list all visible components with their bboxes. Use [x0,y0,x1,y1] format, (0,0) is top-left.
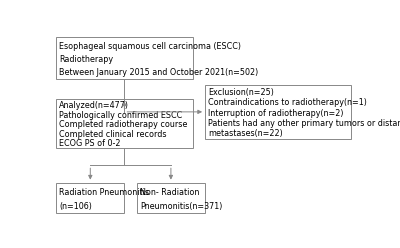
FancyBboxPatch shape [56,98,193,148]
Text: Exclusion(n=25): Exclusion(n=25) [208,88,274,97]
Text: Pathologically confirmed ESCC: Pathologically confirmed ESCC [59,111,182,120]
Text: Non- Radiation: Non- Radiation [140,187,199,196]
Text: Completed clinical records: Completed clinical records [59,129,167,138]
Text: Esophageal squamous cell carcinoma (ESCC): Esophageal squamous cell carcinoma (ESCC… [59,42,241,51]
FancyBboxPatch shape [56,37,193,79]
Text: Completed radiotherapy course: Completed radiotherapy course [59,120,188,129]
Text: Contraindications to radiotherapy(n=1): Contraindications to radiotherapy(n=1) [208,98,367,107]
Text: Analyzed(n=477): Analyzed(n=477) [59,101,129,110]
Text: Pneumonitis(n=371): Pneumonitis(n=371) [140,202,222,211]
Text: ECOG PS of 0-2: ECOG PS of 0-2 [59,139,121,148]
Text: (n=106): (n=106) [59,202,92,211]
Text: Radiotherapy: Radiotherapy [59,55,114,64]
Text: Interruption of radiotherapy(n=2): Interruption of radiotherapy(n=2) [208,109,344,118]
Text: Radiation Pneumonitis: Radiation Pneumonitis [59,187,149,196]
Text: Between January 2015 and October 2021(n=502): Between January 2015 and October 2021(n=… [59,68,258,77]
Text: metastases(n=22): metastases(n=22) [208,129,283,138]
Text: Patients had any other primary tumors or distant: Patients had any other primary tumors or… [208,119,400,128]
FancyBboxPatch shape [56,183,124,213]
FancyBboxPatch shape [137,183,205,213]
FancyBboxPatch shape [205,85,351,139]
